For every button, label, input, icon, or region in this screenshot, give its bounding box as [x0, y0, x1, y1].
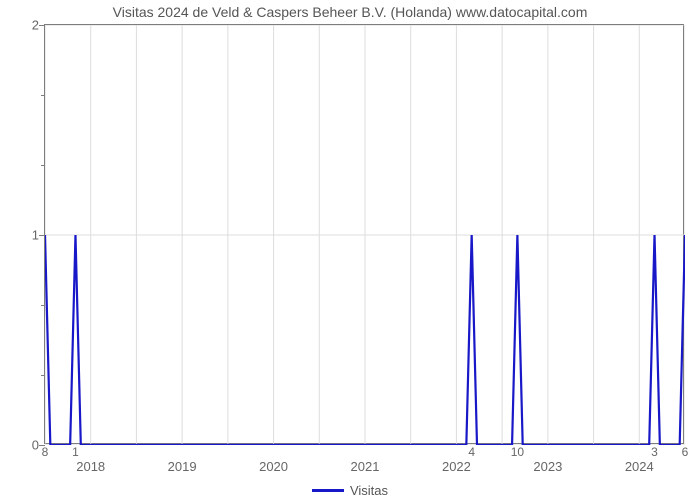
x-year-label: 2021: [351, 443, 380, 474]
spike-value-label: 10: [511, 443, 524, 459]
x-year-label: 2019: [168, 443, 197, 474]
x-year-label: 2020: [259, 443, 288, 474]
x-year-label: 2018: [76, 443, 105, 474]
spike-value-label: 6: [682, 443, 689, 459]
y-tick-mark: [39, 25, 45, 26]
y-minor-tick-mark: [41, 95, 45, 96]
legend: Visitas: [0, 482, 700, 498]
series-line: [45, 25, 685, 445]
legend-swatch: [312, 489, 344, 492]
x-year-label: 2022: [442, 443, 471, 474]
spike-value-label: 8: [42, 443, 49, 459]
y-minor-tick-mark: [41, 305, 45, 306]
y-minor-tick-mark: [41, 165, 45, 166]
chart-container: Visitas 2024 de Veld & Caspers Beheer B.…: [0, 0, 700, 500]
spike-value-label: 4: [468, 443, 475, 459]
chart-title: Visitas 2024 de Veld & Caspers Beheer B.…: [0, 4, 700, 20]
x-year-label: 2024: [625, 443, 654, 474]
spike-value-label: 1: [72, 443, 79, 459]
y-minor-tick-mark: [41, 375, 45, 376]
x-year-label: 2023: [533, 443, 562, 474]
spike-value-label: 3: [651, 443, 658, 459]
y-tick-mark: [39, 235, 45, 236]
legend-label: Visitas: [350, 483, 388, 498]
plot-area: 01220182019202020212022202320248141036: [44, 24, 684, 444]
